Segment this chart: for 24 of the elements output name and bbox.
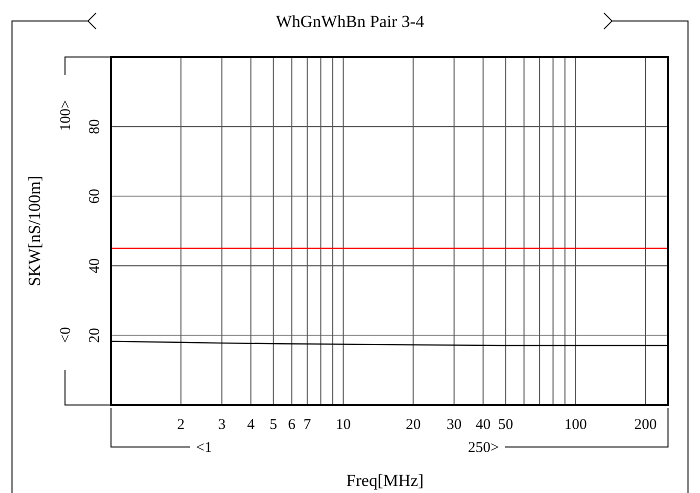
x-axis-title: Freq[MHz] xyxy=(346,471,424,490)
x-tick-label: 10 xyxy=(336,417,351,433)
text: <0 xyxy=(58,327,74,343)
x-tick-label: 7 xyxy=(304,417,312,433)
y-axis-title: SKW[nS/100m] xyxy=(25,176,44,286)
y-tick-label: 80 xyxy=(87,119,103,134)
x-tick-label: 6 xyxy=(288,417,296,433)
y-tick-label: 60 xyxy=(87,188,103,204)
x-tick-label: 2 xyxy=(177,417,185,433)
y-tick-label: 40 xyxy=(87,258,103,274)
y-tick-label: 20 xyxy=(87,328,103,343)
x-tick-label: 50 xyxy=(498,417,514,433)
x-tick-label: 30 xyxy=(446,417,462,433)
text: <1 xyxy=(196,440,212,456)
x-tick-label: 5 xyxy=(270,417,278,433)
x-tick-label: 100 xyxy=(564,417,587,433)
x-tick-label: 4 xyxy=(247,417,256,433)
x-tick-label: 20 xyxy=(406,417,421,433)
text: 100> xyxy=(58,100,74,131)
x-tick-label: 40 xyxy=(476,417,491,433)
chart-title: WhGnWhBn Pair 3-4 xyxy=(276,12,425,31)
x-tick-label: 200 xyxy=(634,417,657,433)
text: 250> xyxy=(468,440,499,456)
x-tick-label: 3 xyxy=(218,417,226,433)
